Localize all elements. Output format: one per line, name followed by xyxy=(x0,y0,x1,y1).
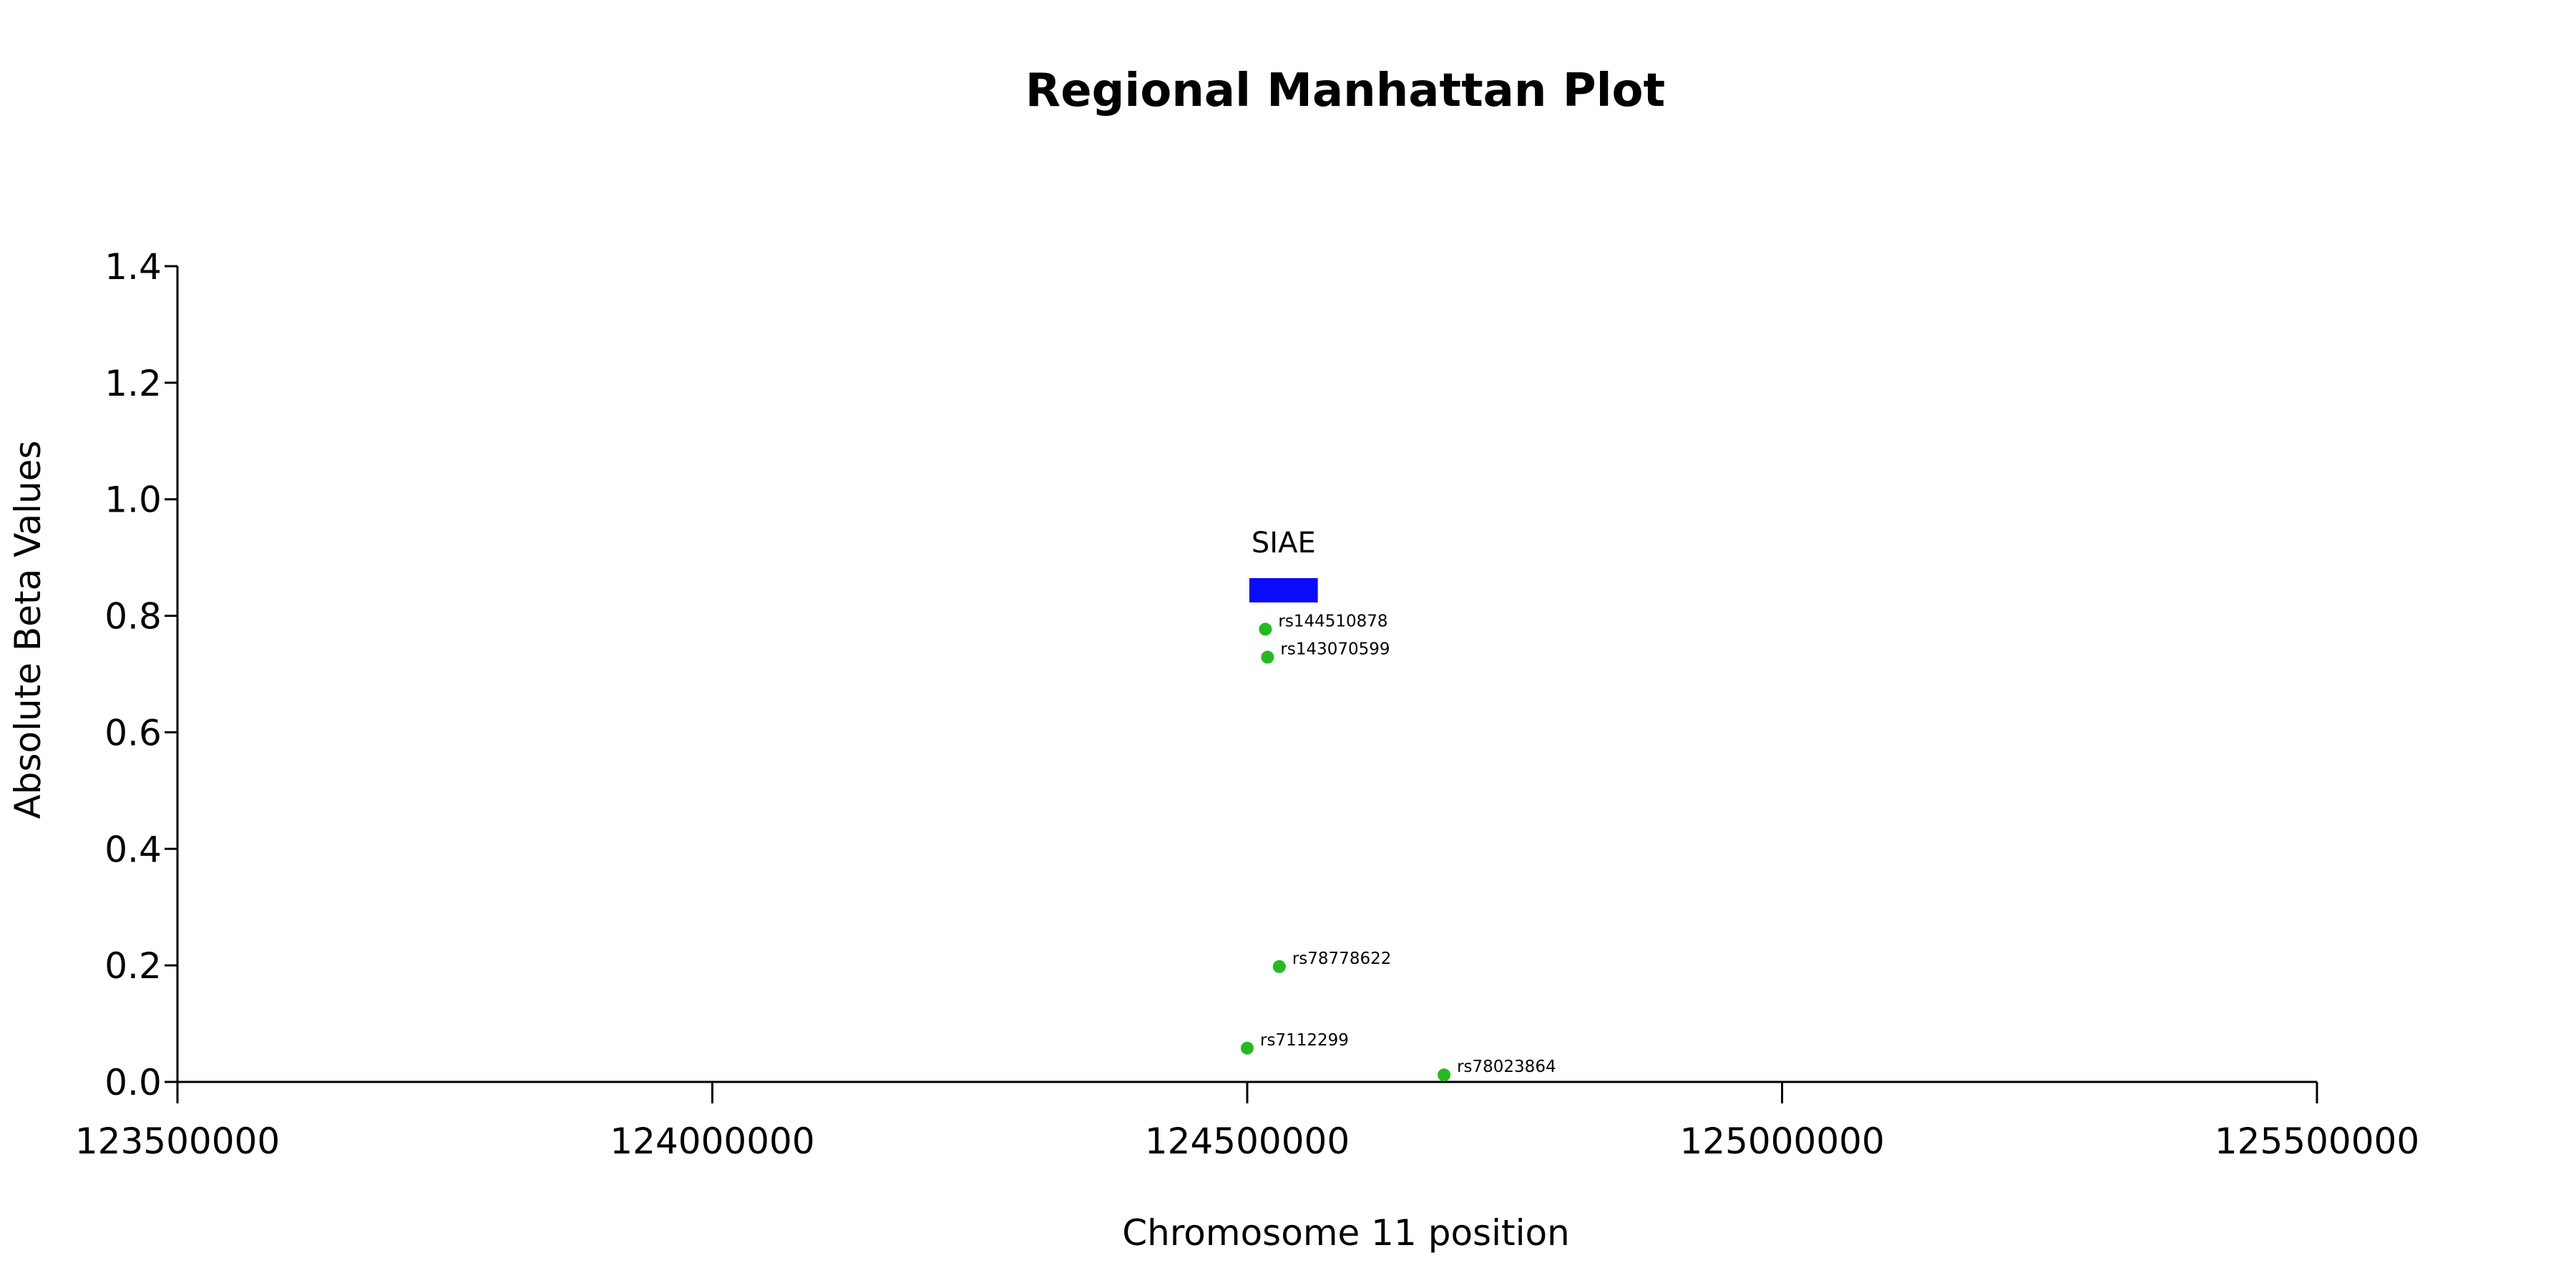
gene-track: SIAE xyxy=(1249,527,1318,602)
snp-point xyxy=(1241,1041,1254,1055)
x-axis-ticks: 123500000 124000000 124500000 125000000 1255… xyxy=(75,1082,2419,1162)
chart-title: Regional Manhattan Plot xyxy=(1025,64,1665,117)
y-axis-label: Absolute Beta Values xyxy=(7,441,49,819)
x-tick-label: 124500000 xyxy=(1145,1121,1350,1162)
y-tick-label: 0.8 xyxy=(104,596,162,638)
snp-label: rs78023864 xyxy=(1457,1058,1556,1076)
snp-label: rs78778622 xyxy=(1292,950,1392,968)
snp-point xyxy=(1259,623,1272,636)
y-tick-label: 1.0 xyxy=(104,479,162,521)
x-tick-label: 124000000 xyxy=(610,1121,814,1162)
x-tick-label: 125000000 xyxy=(1679,1121,1884,1162)
snp-point xyxy=(1438,1068,1451,1082)
snp-point xyxy=(1272,960,1286,973)
y-tick-label: 0.6 xyxy=(104,712,162,753)
snp-label: rs144510878 xyxy=(1278,612,1387,630)
snp-label: rs7112299 xyxy=(1260,1031,1349,1050)
snp-point xyxy=(1261,650,1274,664)
y-tick-label: 0.2 xyxy=(104,945,162,987)
gene-label: SIAE xyxy=(1252,527,1316,560)
y-tick-label: 1.4 xyxy=(104,246,162,288)
y-tick-label: 1.2 xyxy=(104,363,162,404)
x-tick-label: 123500000 xyxy=(75,1121,280,1162)
y-tick-label: 0.4 xyxy=(104,829,162,870)
x-axis-label: Chromosome 11 position xyxy=(1122,1212,1570,1254)
x-tick-label: 125500000 xyxy=(2215,1121,2419,1162)
gene-bar xyxy=(1249,577,1318,602)
y-axis-ticks: 0.0 0.2 0.4 0.6 0.8 1.0 1.2 1.4 xyxy=(104,246,177,1103)
y-tick-label: 0.0 xyxy=(104,1062,162,1103)
snp-label: rs143070599 xyxy=(1280,640,1390,658)
snp-points: rs144510878 rs143070599 rs78778622 rs711229… xyxy=(1241,612,1556,1082)
